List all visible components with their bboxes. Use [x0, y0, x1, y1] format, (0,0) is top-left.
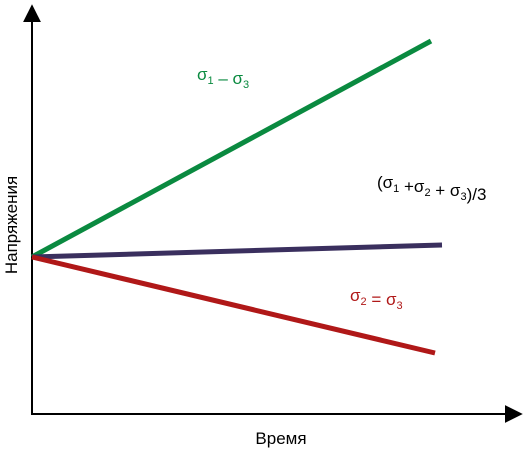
label-text: – σ — [214, 69, 244, 88]
lateral-stress-line — [31, 254, 436, 356]
label-text: σ — [350, 286, 361, 305]
label-text: )/3 — [467, 185, 487, 204]
subscript: 2 — [424, 187, 430, 199]
subscript: 1 — [393, 183, 399, 195]
subscript: 2 — [361, 296, 367, 308]
label-text: +σ — [399, 177, 425, 196]
subscript: 3 — [460, 191, 466, 203]
deviator-stress-line — [30, 38, 433, 260]
mean-stress-line — [31, 242, 443, 260]
label-text: σ — [197, 65, 208, 84]
subscript: 3 — [243, 79, 249, 91]
label-text: = σ — [367, 290, 397, 309]
label-text: (σ — [377, 173, 394, 192]
subscript: 3 — [397, 300, 403, 312]
mean-stress-label: (σ1 +σ2 + σ3)/3 — [377, 173, 486, 204]
y-axis-title: Напряжения — [2, 176, 21, 274]
lateral-stress-label: σ2 = σ3 — [350, 286, 403, 312]
label-text: + σ — [431, 181, 461, 200]
deviator-stress-label: σ1 – σ3 — [197, 65, 249, 91]
subscript: 1 — [208, 75, 214, 87]
x-axis-title: Время — [255, 429, 306, 448]
